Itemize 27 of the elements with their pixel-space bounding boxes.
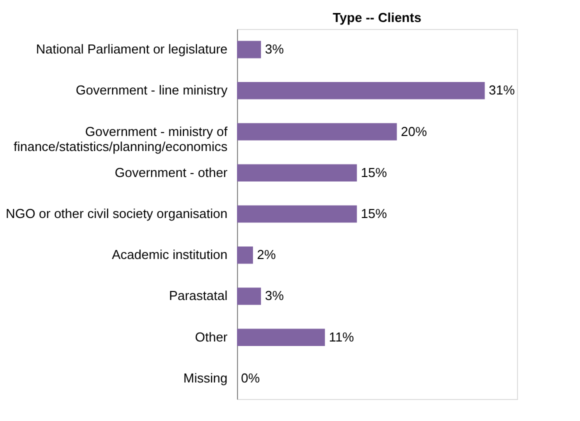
y-tick-label: Academic institution [112,247,228,262]
y-tick-label: Parastatal [168,288,228,304]
bar [237,205,357,223]
y-tick-label: Other [194,329,228,344]
y-tick-label: Government - other [114,164,228,180]
chart-title: Type -- Clients [332,10,422,25]
data-label: 0% [241,370,260,386]
data-label: 15% [360,206,388,221]
data-label: 3% [264,288,284,304]
bar [237,328,325,346]
bar [237,123,397,140]
y-tick-label: Government - line ministry [76,82,228,98]
bar [237,164,357,182]
data-label: 20% [400,124,428,139]
bar [237,82,485,100]
data-label: 2% [256,247,276,262]
bar [237,288,261,305]
data-label: 3% [264,42,284,57]
y-tick-label: National Parliament or legislature [36,42,228,57]
y-tick-label: Missing [183,370,228,386]
data-label: 11% [328,329,354,344]
bar [237,246,253,264]
y-tick-label: Government - ministry of finance/statistics/planning/economics [14,124,228,154]
y-tick-label: NGO or other civil society organisation [6,206,228,221]
bar [237,40,261,58]
data-label: 31% [488,82,516,98]
data-label: 15% [360,164,388,180]
